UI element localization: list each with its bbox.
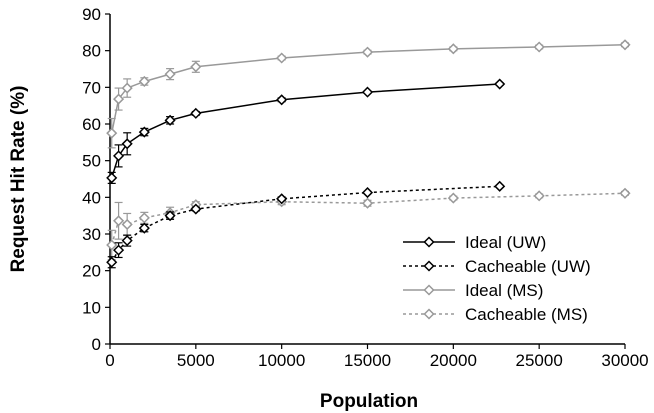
data-point <box>494 78 506 90</box>
data-point <box>533 190 545 202</box>
data-point <box>276 52 288 64</box>
data-point <box>533 41 545 53</box>
legend-label: Cacheable (MS) <box>465 305 588 324</box>
y-tick-label: 0 <box>92 335 101 354</box>
data-point <box>447 43 459 55</box>
series-0 <box>106 78 506 184</box>
data-point <box>276 94 288 106</box>
data-point <box>190 203 202 215</box>
data-point <box>164 68 176 80</box>
data-point <box>106 256 118 268</box>
y-tick-label: 40 <box>82 188 101 207</box>
x-tick-label: 25000 <box>516 351 563 370</box>
y-tick-label: 70 <box>82 78 101 97</box>
legend-marker <box>423 236 435 248</box>
x-tick-label: 10000 <box>258 351 305 370</box>
data-point <box>361 86 374 98</box>
legend-label: Ideal (MS) <box>465 281 543 300</box>
legend-marker <box>423 308 435 320</box>
y-tick-label: 80 <box>82 42 101 61</box>
legend-label: Ideal (UW) <box>465 233 546 252</box>
data-point <box>106 172 118 184</box>
y-tick-label: 30 <box>82 225 101 244</box>
data-point <box>361 187 374 199</box>
x-tick-label: 15000 <box>344 351 391 370</box>
data-point <box>121 82 133 94</box>
legend-label: Cacheable (UW) <box>465 257 591 276</box>
data-point <box>106 127 118 139</box>
data-point <box>106 239 118 251</box>
y-axis-title: Request Hit Rate (%) <box>8 86 29 273</box>
data-point <box>164 114 176 126</box>
legend: Ideal (UW) Cacheable (UW) Ideal (MS) Cachea… <box>403 233 591 324</box>
data-point <box>619 39 631 51</box>
series-1 <box>106 180 506 269</box>
data-point <box>494 180 506 192</box>
data-point <box>190 61 202 73</box>
series-line <box>111 185 500 263</box>
y-tick-label: 50 <box>82 152 101 171</box>
data-point <box>121 235 133 247</box>
data-point <box>121 138 133 150</box>
data-point <box>138 212 150 224</box>
axes: 0 5000 10000 15000 20000 25000 30000 0 10 20 30 40 5… <box>82 5 649 370</box>
data-point <box>190 107 202 119</box>
legend-marker <box>423 284 435 296</box>
legend-marker <box>423 260 435 272</box>
data-point <box>113 150 125 162</box>
data-point <box>121 218 133 231</box>
y-tick-label: 60 <box>82 115 101 134</box>
y-tick-label: 10 <box>82 298 101 317</box>
data-point <box>361 197 374 209</box>
data-point <box>447 192 459 204</box>
x-tick-label: 5000 <box>177 351 215 370</box>
data-point <box>138 126 150 138</box>
x-axis-title: Population <box>320 391 418 412</box>
data-point <box>113 244 125 256</box>
data-point <box>138 75 150 88</box>
x-tick-label: 20000 <box>430 351 477 370</box>
x-tick-label: 0 <box>105 351 114 370</box>
data-point <box>138 222 150 234</box>
series-3 <box>106 187 631 261</box>
y-tick-label: 20 <box>82 262 101 281</box>
series-line <box>111 83 500 179</box>
data-point <box>113 215 125 227</box>
x-tick-label: 30000 <box>601 351 648 370</box>
data-point <box>113 93 125 105</box>
data-point <box>276 193 288 205</box>
data-point <box>164 210 176 222</box>
series-2 <box>106 39 631 149</box>
y-tick-label: 90 <box>82 5 101 24</box>
data-point <box>361 46 374 58</box>
plot-area <box>106 39 631 269</box>
data-point <box>619 187 631 199</box>
